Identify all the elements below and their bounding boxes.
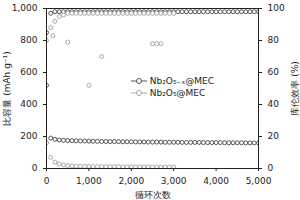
svg-text:80: 80 <box>268 35 280 45</box>
svg-text:3,000: 3,000 <box>161 176 187 186</box>
svg-text:0: 0 <box>32 163 38 173</box>
svg-text:60: 60 <box>268 67 280 77</box>
svg-text:400: 400 <box>20 99 37 109</box>
svg-text:比容量 (mAh g⁻¹): 比容量 (mAh g⁻¹) <box>2 51 12 125</box>
html-text:Nb₂O₅₋ₓ@MEC: Nb₂O₅₋ₓ@MEC <box>149 76 214 87</box>
svg-text:4,000: 4,000 <box>203 176 229 186</box>
html-text:Nb₂O₅@MEC: Nb₂O₅@MEC <box>149 88 206 99</box>
svg-text:1,000: 1,000 <box>76 176 102 186</box>
svg-text:200: 200 <box>20 131 37 141</box>
svg-text:600: 600 <box>20 67 37 77</box>
svg-text:0: 0 <box>44 176 50 186</box>
svg-text:0: 0 <box>268 163 274 173</box>
svg-text:40: 40 <box>268 99 280 109</box>
svg-text:1,000: 1,000 <box>12 3 38 13</box>
svg-text:库伦效率 (%): 库伦效率 (%) <box>290 61 300 115</box>
svg-text:2,000: 2,000 <box>118 176 144 186</box>
svg-text:800: 800 <box>20 35 37 45</box>
svg-text:100: 100 <box>268 3 285 13</box>
svg-text:5,000: 5,000 <box>246 176 272 186</box>
svg-text:20: 20 <box>268 131 280 141</box>
svg-text:循环次数: 循环次数 <box>135 190 171 200</box>
